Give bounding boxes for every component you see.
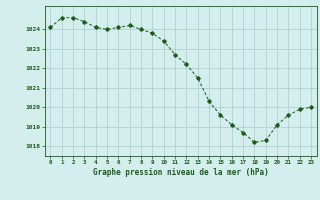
X-axis label: Graphe pression niveau de la mer (hPa): Graphe pression niveau de la mer (hPa)	[93, 168, 269, 177]
